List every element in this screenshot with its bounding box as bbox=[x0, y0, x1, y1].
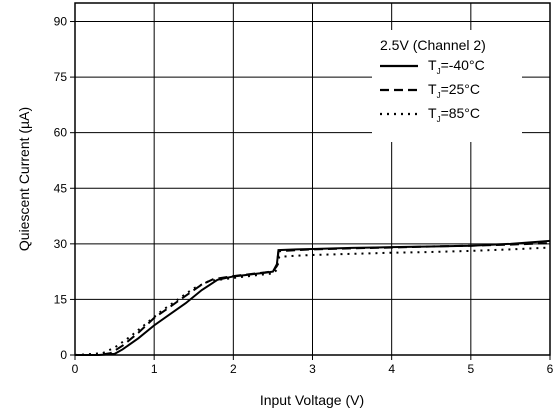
y-tick-label: 90 bbox=[54, 15, 68, 29]
x-tick-label: 0 bbox=[72, 362, 79, 376]
y-tick-label: 45 bbox=[54, 181, 68, 195]
legend: 2.5V (Channel 2) TJ=-40°CTJ=25°CTJ=85°C bbox=[372, 30, 522, 142]
y-tick-label: 30 bbox=[54, 237, 68, 251]
y-tick-label: 60 bbox=[54, 126, 68, 140]
x-tick-label: 1 bbox=[151, 362, 158, 376]
x-axis-label: Input Voltage (V) bbox=[260, 392, 364, 408]
x-tick-label: 5 bbox=[467, 362, 474, 376]
x-tick-label: 3 bbox=[309, 362, 316, 376]
x-tick-label: 4 bbox=[388, 362, 395, 376]
x-tick-label: 2 bbox=[230, 362, 237, 376]
y-axis-label: Quiescent Current (µA) bbox=[16, 107, 32, 251]
y-tick-label: 75 bbox=[54, 70, 68, 84]
y-tick-label: 0 bbox=[60, 348, 67, 362]
x-tick-label: 6 bbox=[547, 362, 554, 376]
y-tick-label: 15 bbox=[54, 292, 68, 306]
legend-title: 2.5V (Channel 2) bbox=[380, 37, 486, 53]
